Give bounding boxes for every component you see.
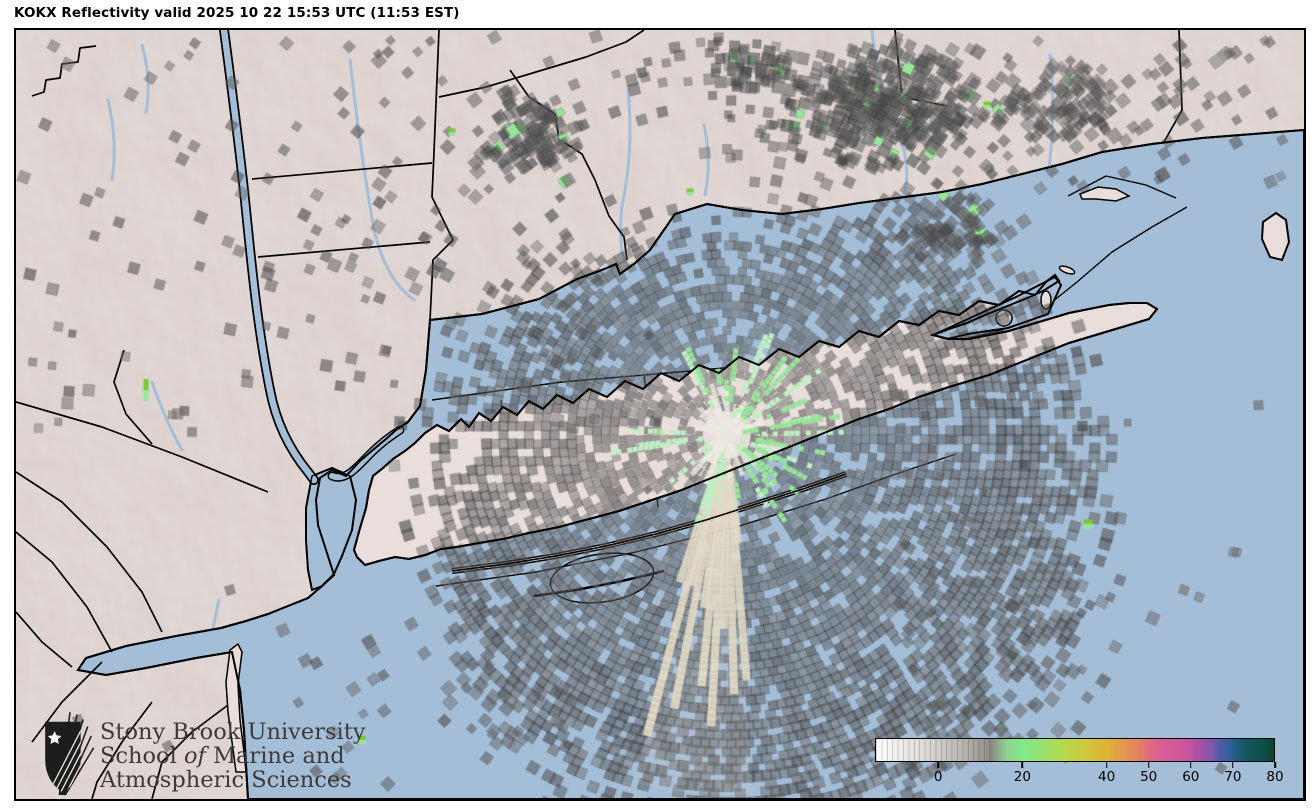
coastline-overlay-layer: [77, 129, 1304, 799]
colorbar-tick-label: 70: [1224, 769, 1242, 785]
radar-map: Stony Brook University School of Marine …: [14, 28, 1306, 801]
colorbar-tick-label: 60: [1182, 769, 1200, 785]
radar-echo-layer: [16, 30, 1304, 799]
colorbar-tick-label: 50: [1140, 769, 1158, 785]
credit-line3: Atmospheric Sciences: [100, 767, 352, 793]
credit-block: Stony Brook University School of Marine …: [44, 706, 365, 799]
colorbar: 0 20 40 50 60 70 80: [875, 738, 1284, 799]
coastline-overlay: [77, 129, 1304, 799]
colorbar-tick: [1147, 762, 1150, 768]
colorbar-gradient: [875, 738, 1275, 762]
stony-brook-logo: [45, 712, 95, 796]
colorbar-tick-label: 20: [1013, 769, 1031, 785]
figure-title: KOKX Reflectivity valid 2025 10 22 15:53…: [14, 5, 460, 21]
colorbar-tick-label: 80: [1266, 769, 1284, 785]
credit-line2-post: Marine and: [205, 743, 345, 769]
credit-line1: Stony Brook University: [100, 719, 366, 745]
colorbar-tick: [1189, 762, 1192, 768]
logo-star: [47, 731, 62, 744]
logo-pinstripes: [48, 723, 81, 793]
barrier-overlay: [451, 473, 847, 572]
colorbar-tick: [1105, 762, 1108, 768]
colorbar-tick-label: 0: [933, 769, 943, 785]
credit-line2: School of Marine and: [100, 744, 365, 768]
radar-site-dot: [717, 425, 737, 445]
colorbar-step-lines: [876, 739, 992, 761]
upper-bay-outline-overlay: [305, 467, 357, 591]
colorbar-tick-label: 40: [1097, 769, 1116, 785]
colorbar-tick: [1021, 762, 1024, 768]
logo-shield: [45, 721, 81, 793]
credit-line2-italic: of: [183, 743, 206, 769]
credit-text: Stony Brook University School of Marine …: [100, 720, 365, 792]
credit-line2-pre: School: [100, 743, 184, 769]
colorbar-tick: [937, 762, 939, 768]
colorbar-tick: [1232, 762, 1234, 768]
colorbar-tick: [1274, 762, 1276, 768]
